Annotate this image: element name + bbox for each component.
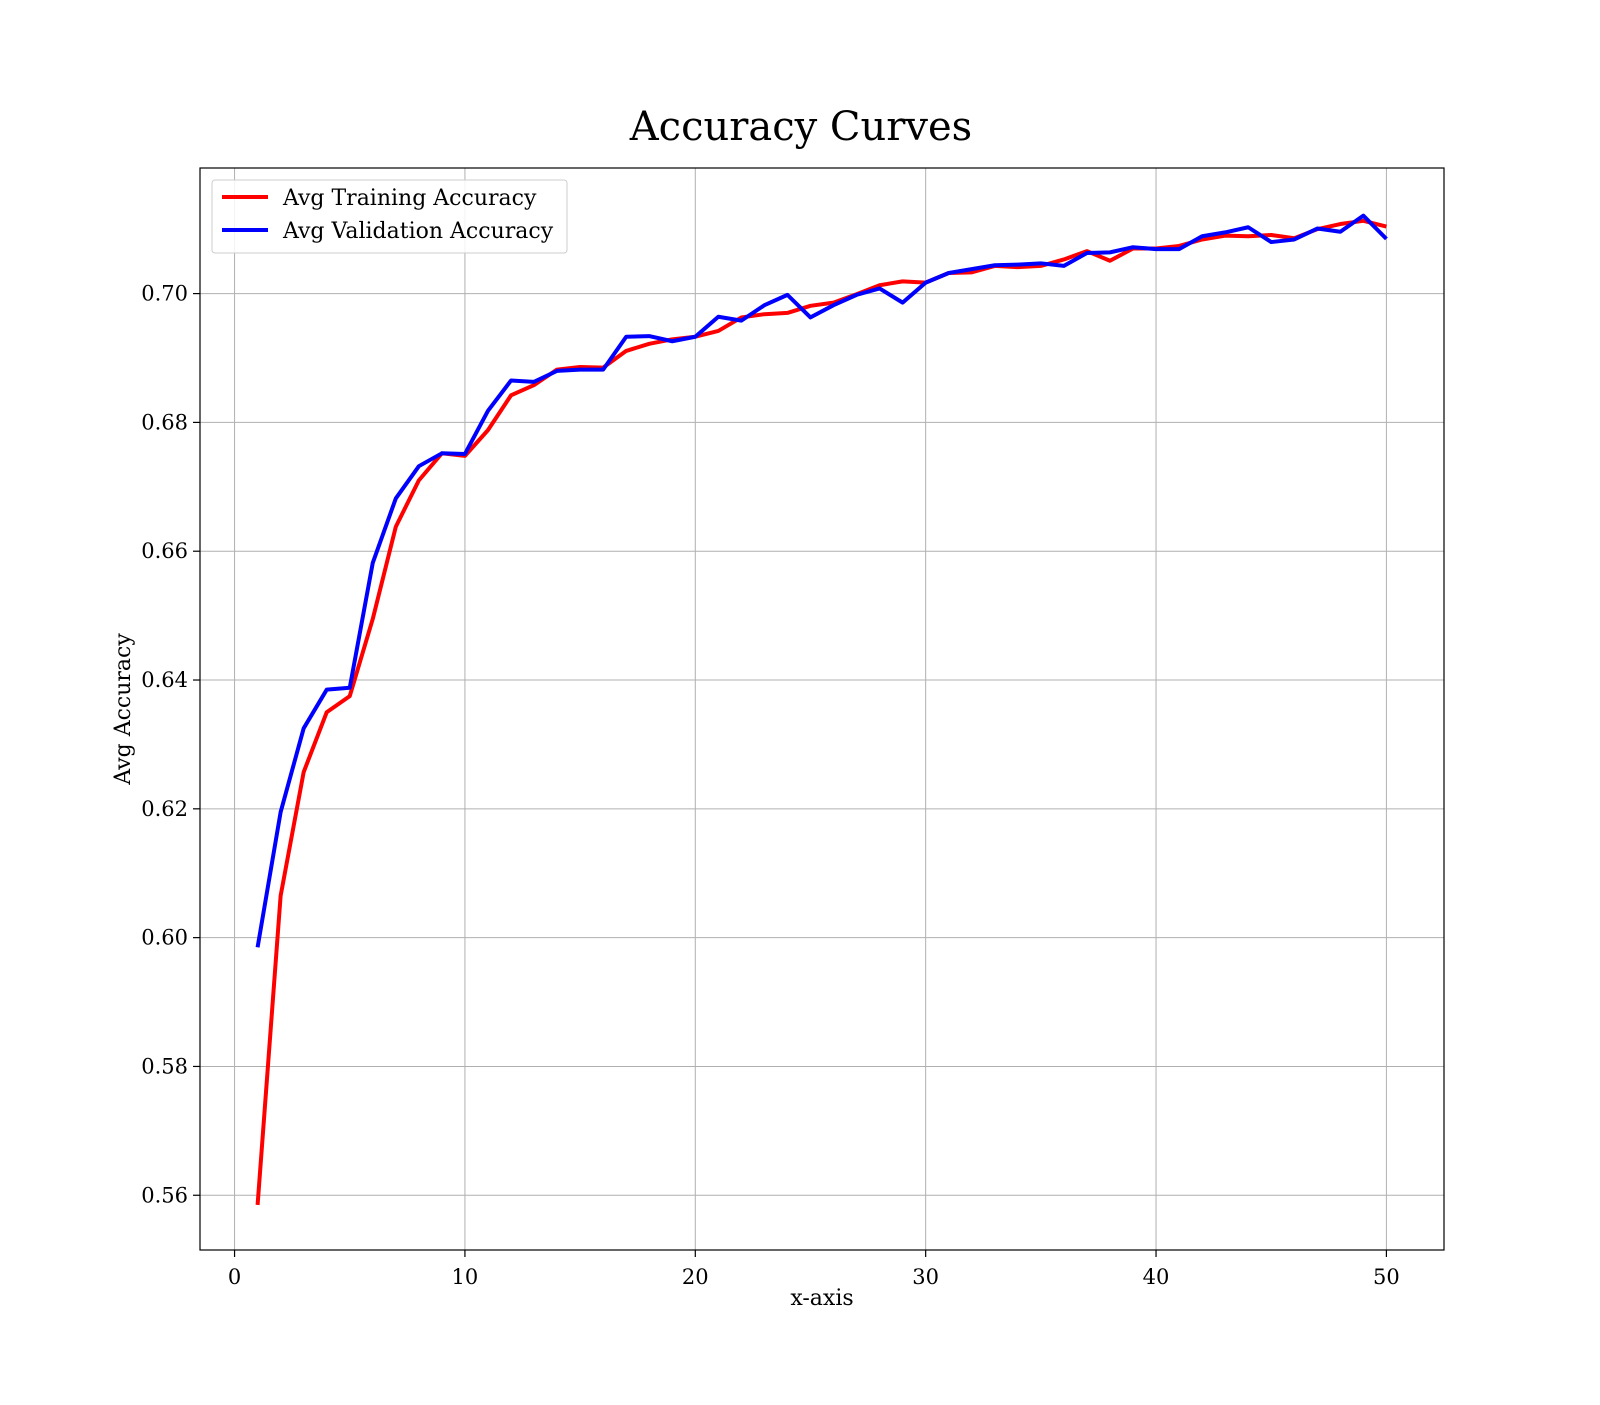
series-line-training <box>255 218 1387 1206</box>
x-tick-label: 20 <box>682 1265 709 1289</box>
x-tick-label: 10 <box>452 1265 479 1289</box>
y-tick-label: 0.58 <box>141 1054 188 1078</box>
y-axis-label: Avg Accuracy <box>111 633 136 786</box>
y-axis-ticks: 0.56 0.58 0.60 0.62 0.64 0.66 0.68 0.70 <box>141 282 200 1207</box>
y-tick-label: 0.64 <box>141 668 188 692</box>
x-tick-label: 0 <box>228 1265 241 1289</box>
x-tick-label: 40 <box>1143 1265 1170 1289</box>
x-tick-label: 50 <box>1373 1265 1400 1289</box>
x-axis-label: x-axis <box>790 1286 853 1311</box>
y-tick-label: 0.60 <box>141 926 188 950</box>
legend-label-validation: Avg Validation Accuracy <box>282 219 554 244</box>
y-tick-label: 0.66 <box>141 539 188 563</box>
legend-label-training: Avg Training Accuracy <box>282 186 537 211</box>
chart-title: Accuracy Curves <box>629 104 972 150</box>
legend-box <box>211 179 568 254</box>
grid-lines <box>200 168 1444 1250</box>
y-tick-label: 0.56 <box>141 1183 188 1207</box>
y-tick-label: 0.68 <box>141 410 188 434</box>
x-axis-ticks: 0 10 20 30 40 50 <box>228 1250 1400 1289</box>
y-tick-label: 0.70 <box>141 282 188 306</box>
y-tick-label: 0.62 <box>141 797 188 821</box>
series-layer <box>255 213 1388 1206</box>
x-tick-label: 30 <box>912 1265 939 1289</box>
legend: Avg Training Accuracy Avg Validation Acc… <box>211 179 568 254</box>
series-line-validation <box>255 213 1388 948</box>
plot-frame <box>199 167 1445 1251</box>
